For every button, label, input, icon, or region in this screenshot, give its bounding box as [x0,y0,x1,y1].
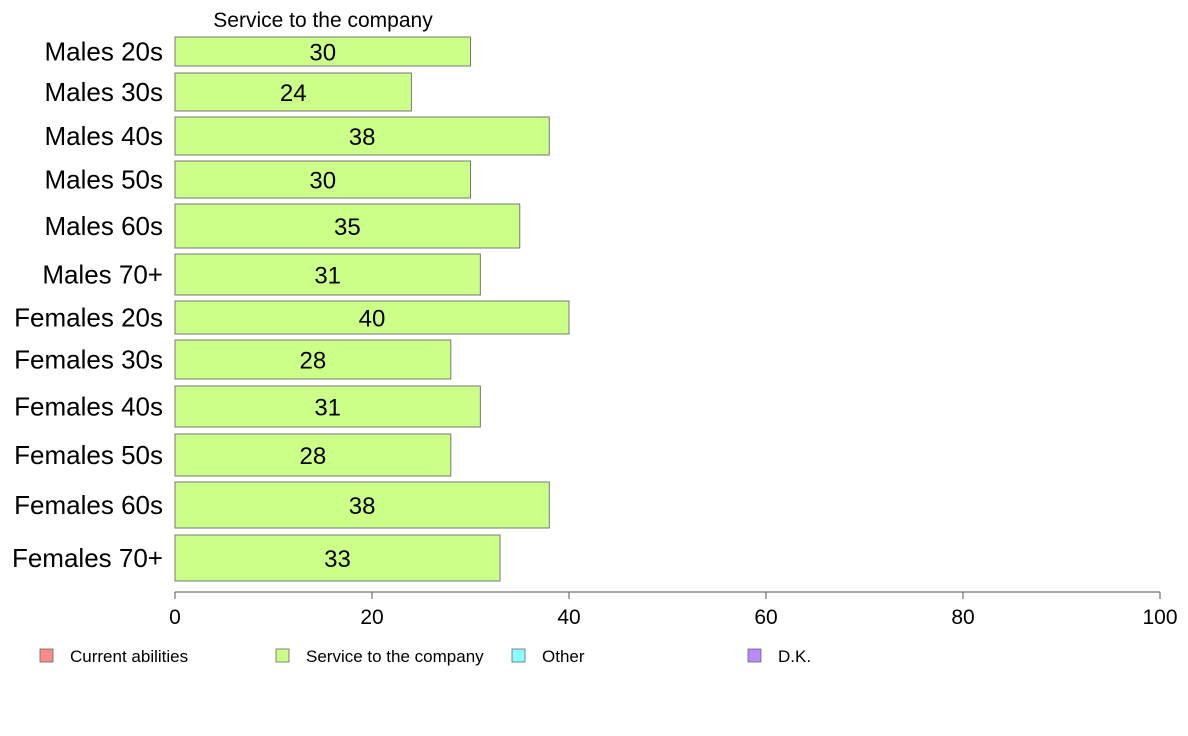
bar [174,160,471,199]
legend-label: D.K. [778,647,811,666]
category-label: Females 30s [14,345,163,375]
data-label: 33 [324,546,351,573]
legend-swatch [747,648,762,663]
category-label: Males 40s [45,121,164,151]
bar [174,72,412,112]
data-label: 31 [314,263,341,290]
x-tick-label: 0 [169,606,181,629]
legend-swatch [511,648,526,663]
x-tick-label: 60 [754,606,777,629]
category-label: Males 20s [45,37,164,67]
category-label: Males 50s [45,165,164,195]
data-label: 35 [334,214,361,241]
data-label: 28 [300,348,327,375]
category-label: Males 60s [45,211,164,241]
category-label: Females 50s [14,440,163,470]
data-label: 38 [349,124,376,151]
chart-title: Service to the company [213,9,433,32]
data-label: 31 [314,395,341,422]
data-label: 28 [300,443,327,470]
bar [174,36,471,67]
legend-label: Current abilities [70,647,188,666]
legend-label: Service to the company [306,647,484,666]
data-label: 30 [309,40,336,67]
legend: Current abilities Service to the company O… [39,647,811,666]
bar [174,253,481,296]
legend-swatch [39,648,54,663]
x-axis: 0 20 40 60 80 100 [169,591,1178,629]
x-tick-label: 20 [360,606,383,629]
bar [174,203,521,249]
bar [174,339,452,380]
bar [174,300,570,335]
bars-group: Males 20s 30 Males 30s 24 Males 40s 38 Males 5… [12,36,570,582]
bar [174,481,550,529]
x-tick-label: 80 [951,606,974,629]
category-label: Males 30s [45,77,164,107]
data-label: 30 [309,168,336,195]
category-label: Males 70+ [42,260,163,290]
x-tick-label: 40 [557,606,580,629]
data-label: 38 [349,493,376,520]
legend-label: Other [542,647,585,666]
category-label: Females 60s [14,490,163,520]
bar [174,385,481,428]
legend-swatch [275,648,290,663]
data-label: 40 [359,306,386,333]
x-tick-label: 100 [1142,606,1177,629]
data-label: 24 [280,80,307,107]
bar [174,433,452,477]
category-label: Females 70+ [12,543,163,573]
bar [174,534,501,582]
category-label: Females 20s [14,303,163,333]
category-label: Females 40s [14,392,163,422]
bar [174,116,550,156]
